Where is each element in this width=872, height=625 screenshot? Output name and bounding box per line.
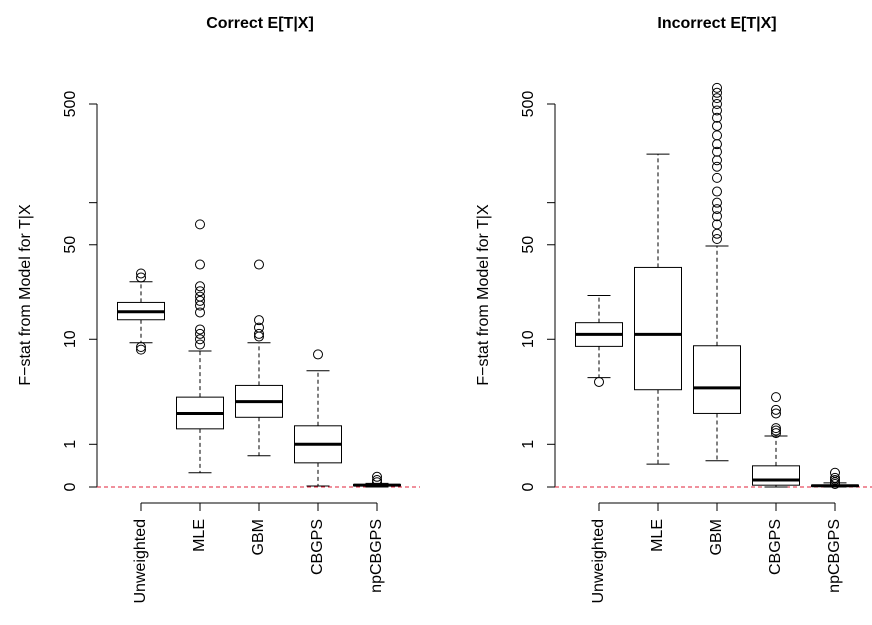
outlier	[136, 268, 146, 279]
x-tick-label: MLE	[191, 519, 208, 552]
outlier	[830, 478, 840, 489]
outlier	[771, 408, 781, 419]
x-tick-label: npCBGPS	[826, 519, 843, 593]
x-tick-label: CBGPS	[767, 519, 784, 575]
outlier	[195, 339, 205, 350]
chart-title: Correct E[T|X]	[206, 15, 314, 32]
box	[693, 345, 741, 414]
outlier	[195, 286, 205, 297]
outlier	[195, 307, 205, 318]
y-axis-label: F−stat from Model for T|X	[475, 204, 492, 386]
y-tick-label: 0	[62, 482, 79, 491]
outlier	[712, 120, 722, 131]
outlier	[712, 172, 722, 183]
outlier	[712, 204, 722, 215]
y-tick-label: 1	[520, 440, 537, 449]
chart-title: Incorrect E[T|X]	[657, 15, 776, 32]
outlier	[712, 87, 722, 98]
outlier	[712, 219, 722, 230]
outlier	[712, 234, 722, 245]
outlier	[712, 146, 722, 157]
x-tick-label: GBM	[250, 519, 267, 555]
outlier	[372, 477, 382, 488]
outlier	[136, 342, 146, 353]
x-tick-label: Unweighted	[132, 519, 149, 604]
outlier	[712, 161, 722, 172]
y-tick-label: 1	[62, 440, 79, 449]
outlier	[712, 93, 722, 104]
box	[634, 266, 682, 391]
y-tick-label: 10	[62, 330, 79, 348]
y-axis-label: F−stat from Model for T|X	[17, 204, 34, 386]
outlier	[195, 281, 205, 292]
outlier	[712, 105, 722, 116]
outlier	[195, 300, 205, 311]
box	[752, 465, 800, 486]
outlier	[771, 404, 781, 415]
outlier	[254, 259, 264, 270]
outlier	[712, 211, 722, 222]
x-tick-label: GBM	[708, 519, 725, 555]
outlier	[195, 328, 205, 339]
outlier	[594, 376, 604, 387]
outlier	[712, 99, 722, 109]
x-tick-label: npCBGPS	[368, 519, 385, 593]
outlier	[771, 425, 781, 436]
y-tick-label: 50	[62, 236, 79, 254]
x-tick-label: Unweighted	[590, 519, 607, 604]
outlier	[712, 228, 722, 239]
outlier	[712, 155, 722, 166]
x-tick-label: MLE	[649, 519, 666, 552]
y-tick-label: 500	[520, 91, 537, 118]
outlier	[771, 392, 781, 403]
x-tick-label: CBGPS	[309, 519, 326, 575]
outlier	[712, 197, 722, 208]
outlier	[771, 428, 781, 439]
outlier	[136, 344, 146, 355]
outlier	[372, 471, 382, 482]
y-tick-label: 50	[520, 236, 537, 254]
outlier	[195, 334, 205, 345]
y-tick-label: 0	[520, 482, 537, 491]
y-tick-label: 10	[520, 330, 537, 348]
outlier	[254, 315, 264, 326]
outlier	[195, 219, 205, 230]
outlier	[712, 186, 722, 197]
y-tick-label: 500	[62, 91, 79, 118]
outlier	[195, 259, 205, 270]
outlier	[712, 112, 722, 123]
outlier	[254, 328, 264, 339]
outlier	[771, 423, 781, 434]
outlier	[712, 130, 722, 141]
outlier	[195, 295, 205, 306]
outlier	[830, 475, 840, 486]
outlier	[136, 272, 146, 283]
outlier	[313, 349, 323, 360]
outlier	[195, 324, 205, 335]
outlier	[372, 475, 382, 486]
outlier	[254, 331, 264, 342]
outlier	[712, 82, 722, 93]
